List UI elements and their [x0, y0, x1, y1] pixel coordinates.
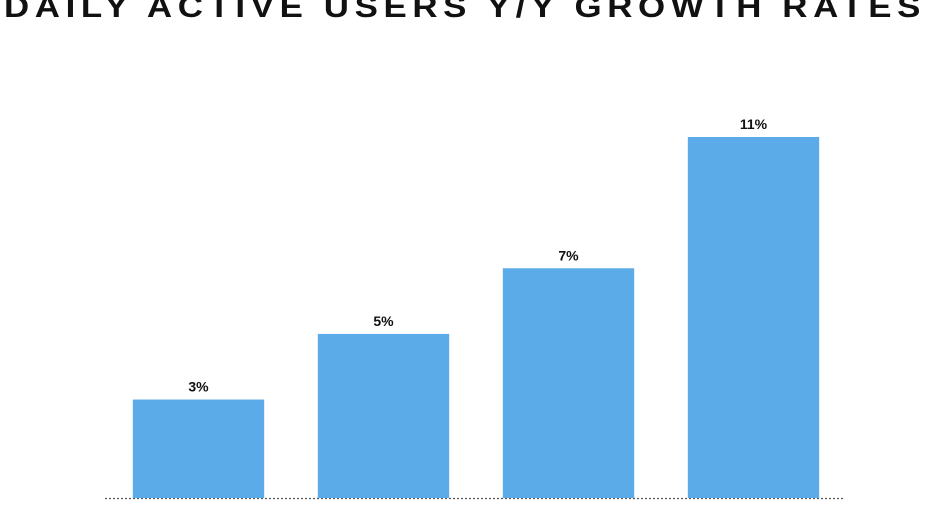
bar — [132, 399, 265, 498]
bar — [687, 137, 820, 498]
value-label: 5% — [373, 313, 394, 329]
bar — [502, 268, 635, 498]
value-label: 3% — [188, 379, 209, 395]
chart-title: DAILY ACTIVE USERS Y/Y GROWTH RATES — [4, 0, 926, 24]
value-label: 7% — [558, 247, 579, 263]
value-label: 11% — [740, 116, 768, 132]
bar — [317, 333, 450, 498]
